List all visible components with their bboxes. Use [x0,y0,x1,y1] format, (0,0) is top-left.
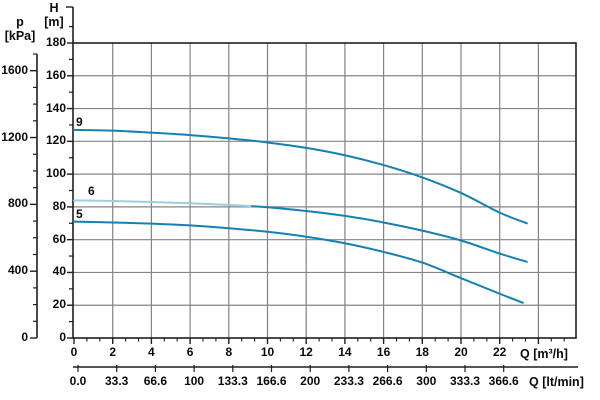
head-axis-tick-label: 160 [45,67,66,82]
pressure-axis-title-symbol: p [16,15,24,29]
head-axis-tick-label: 80 [52,198,66,213]
head-axis-title-unit: [m] [44,15,64,29]
head-axis-tick-label: 180 [45,34,66,49]
flow-ltmin-tick-label: 100 [184,374,205,388]
curve-9 [73,128,528,225]
curve-5-label: 5 [76,206,83,221]
head-axis-title: H [m] [38,1,70,29]
head-axis-tick-label: 40 [52,264,66,279]
flow-ltmin-tick-label: 66.6 [143,374,168,388]
pressure-axis-title: p [kPa] [2,15,38,43]
flow-m3h-tick-label: 10 [260,345,275,359]
flow-m3h-tick-label: 12 [299,345,313,359]
flow-ltmin-tick-label: 200 [300,374,321,388]
flow-ltmin-tick-label: 300 [416,374,437,388]
flow-ltmin-tick-label: 166.6 [256,374,287,388]
flow-ltmin-tick-label: 333.3 [449,374,481,388]
head-axis-tick-label: 140 [45,100,66,115]
flow-m3h-tick-label: 2 [109,345,117,359]
flow-ltmin-tick-label: 366.6 [488,374,519,388]
flow-ltmin-tick-label: 133.3 [217,374,248,388]
curve-6-dark [251,205,528,263]
flow-ltmin-axis-title: Q [lt/min] [529,375,584,389]
flow-m3h-tick-label: 20 [454,345,468,359]
flow-m3h-tick-label: 16 [376,345,391,359]
pressure-axis-tick-label: 400 [7,263,28,278]
pressure-axis-tick-label: 1200 [1,129,28,144]
flow-m3h-tick-label: 8 [225,345,233,359]
curve-5 [73,220,524,304]
curve-6-light-label: 6 [88,184,95,199]
curve-9-label: 9 [76,114,83,129]
head-axis-tick-label: 120 [45,133,66,148]
flow-m3h-tick-label: 4 [148,345,155,359]
flow-m3h-tick-label: 14 [338,345,352,359]
head-axis-tick-label: 0 [59,330,66,344]
pressure-axis-tick-label: 1600 [1,62,28,77]
flow-ltmin-tick-label: 266.6 [372,374,403,388]
flow-m3h-axis-title: Q [m³/h] [520,347,568,361]
flow-ltmin-tick-label: 233.3 [333,374,364,388]
head-axis-tick-label: 100 [45,166,66,181]
flow-m3h-tick-label: 0 [70,345,78,359]
head-axis-title-symbol: H [49,1,59,15]
curve-6-light [73,199,254,208]
head-axis-tick-label: 20 [52,297,66,312]
flow-m3h-tick-label: 6 [186,345,194,359]
pressure-axis-tick-label: 800 [7,196,28,211]
flow-ltmin-tick-label: 33.3 [105,374,129,388]
flow-m3h-tick-label: 18 [415,345,429,359]
flow-ltmin-tick-label: 0.0 [69,374,87,388]
flow-m3h-tick-label: 22 [493,345,507,359]
pressure-axis-title-unit: [kPa] [4,29,36,43]
head-axis-tick-label: 60 [52,231,66,246]
pressure-axis-tick-label: 0 [21,330,28,344]
